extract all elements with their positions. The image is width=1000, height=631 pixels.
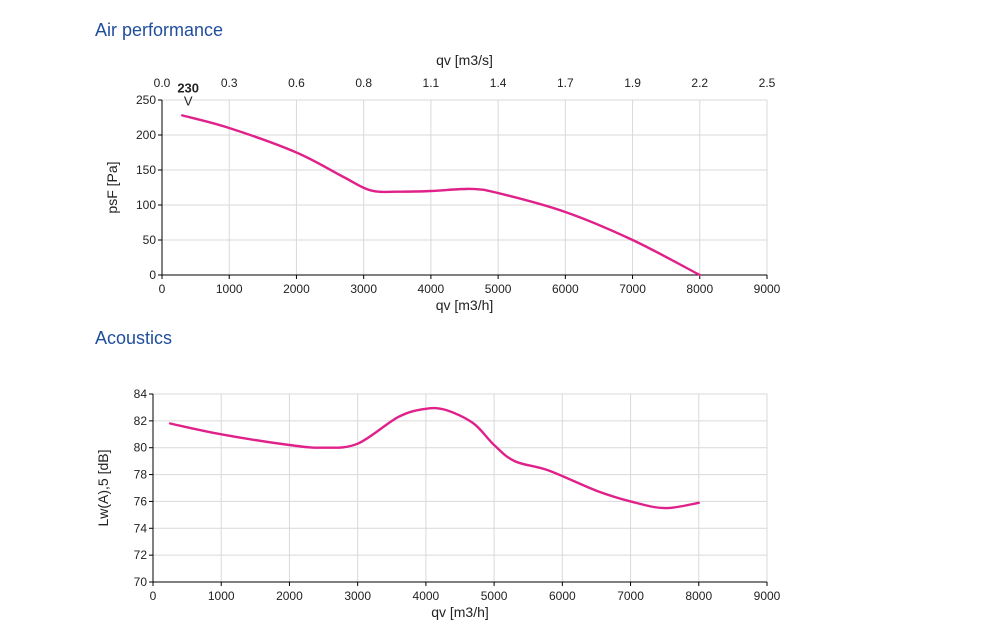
y-tick-label: 70 [134,575,148,589]
x-tick-label: 2000 [276,589,303,603]
curve-label: 230 [177,80,199,95]
y-tick-label: 50 [143,233,157,247]
x-tick-label: 6000 [549,589,576,603]
x-axis-title: qv [m3/h] [431,604,489,620]
x-tick-label: 8000 [685,589,712,603]
y-tick-label: 82 [134,414,148,428]
series-line [168,406,700,510]
x-tick-label: 7000 [619,282,646,296]
acoustics-chart: 0 1000 2000 3000 4000 5000 6000 7000 8000 9000 70 7… [95,387,781,620]
x-tick-label: 6000 [552,282,579,296]
x2-tick-label: 1.1 [423,76,440,90]
x2-tick-label: 0.0 [154,76,171,90]
y-tick-label: 0 [149,268,156,282]
x-tick-label: 8000 [686,282,713,296]
x-tick-label: 0 [159,282,166,296]
x-tick-label: 9000 [754,282,781,296]
x2-axis-title: qv [m3/s] [436,52,493,68]
x-tick-label: 3000 [344,589,371,603]
acoustics-title: Acoustics [95,328,173,348]
x2-tick-label: 1.9 [624,76,641,90]
x2-tick-label: 0.8 [355,76,372,90]
x2-tick-label: 2.5 [759,76,776,90]
x-tick-label: 3000 [350,282,377,296]
curve-label-marker: V [184,93,193,108]
x-tick-label: 7000 [617,589,644,603]
y-tick-label: 76 [134,494,148,508]
x-tick-label: 4000 [413,589,440,603]
y-tick-label: 200 [136,128,156,142]
x-axis-title: qv [m3/h] [436,297,494,313]
x-tick-label: 5000 [481,589,508,603]
y-tick-label: 74 [134,521,148,535]
x-tick-label: 1000 [216,282,243,296]
x-tick-label: 9000 [754,589,781,603]
y-tick-label: 150 [136,163,156,177]
x-tick-label: 4000 [418,282,445,296]
x-tick-label: 0 [150,589,157,603]
x2-tick-label: 1.4 [490,76,507,90]
y-tick-label: 72 [134,548,148,562]
y-tick-label: 84 [134,387,148,401]
x2-tick-label: 1.7 [557,76,574,90]
x-tick-label: 5000 [485,282,512,296]
x2-tick-label: 0.3 [221,76,238,90]
x2-tick-label: 2.2 [691,76,708,90]
y-tick-label: 100 [136,198,156,212]
y-tick-label: 78 [134,468,148,482]
x-tick-label: 1000 [208,589,235,603]
y-axis-title: psF [Pa] [104,161,120,213]
y-tick-label: 250 [136,93,156,107]
y-tick-label: 80 [134,441,148,455]
y-axis-title: Lw(A),5 [dB] [95,449,111,526]
x2-tick-label: 0.6 [288,76,305,90]
air-performance-title: Air performance [95,20,224,40]
air-performance-chart: 0 1000 2000 3000 4000 5000 6000 7000 8000 9000 0 50… [104,52,781,313]
series-line [181,114,701,277]
x-tick-label: 2000 [283,282,310,296]
